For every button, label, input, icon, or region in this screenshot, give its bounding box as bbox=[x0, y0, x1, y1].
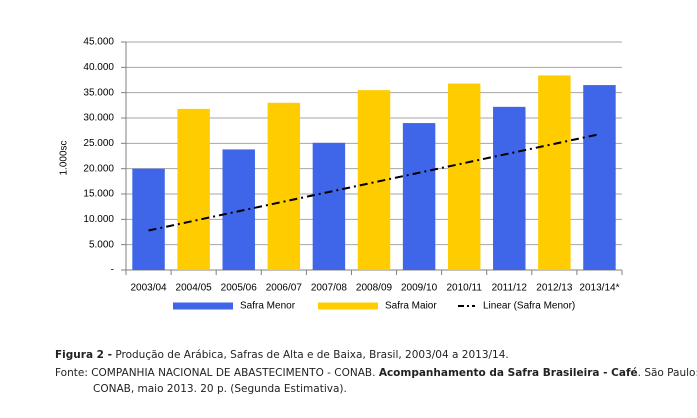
y-tick-label: 5.000 bbox=[89, 239, 114, 250]
caption-text: Produção de Arábica, Safras de Alta e de… bbox=[115, 349, 509, 361]
trend-line bbox=[148, 133, 600, 232]
bar bbox=[447, 83, 481, 271]
x-tick-label: 2004/05 bbox=[176, 283, 213, 294]
bar bbox=[132, 168, 165, 270]
chart: 1.000sc - 5.000 10.000 15.000 20.000 25.000 30… bbox=[59, 37, 623, 312]
x-tick-label: 2011/12 bbox=[492, 283, 528, 294]
x-tick-label: 2005/06 bbox=[221, 283, 258, 294]
caption-label: Figura 2 - bbox=[55, 349, 113, 361]
source-cont: CONAB, maio 2013. 20 p. (Segunda Estimat… bbox=[93, 383, 347, 395]
source-label: Fonte: bbox=[55, 367, 88, 379]
x-tick-label: 2003/04 bbox=[130, 283, 167, 294]
bar bbox=[357, 90, 391, 270]
legend-label: Safra Menor bbox=[240, 301, 296, 312]
legend-label: Linear (Safra Menor) bbox=[483, 301, 575, 312]
x-tick-label: 2010/11 bbox=[446, 283, 482, 294]
source: Fonte: COMPANHIA NACIONAL DE ABASTECIMEN… bbox=[55, 367, 697, 379]
y-tick-label: 30.000 bbox=[83, 113, 114, 124]
y-tick-label: 45.000 bbox=[83, 37, 114, 48]
y-tick-label: 10.000 bbox=[83, 214, 114, 225]
source-text: COMPANHIA NACIONAL DE ABASTECIMENTO - CO… bbox=[91, 367, 376, 379]
bar bbox=[312, 142, 346, 270]
bar bbox=[493, 106, 526, 270]
source-text: . São Paulo: bbox=[637, 367, 697, 379]
source-text: CONAB, maio 2013. 20 p. (Segunda Estimat… bbox=[93, 383, 347, 395]
bar bbox=[267, 102, 301, 270]
legend-label: Safra Maior bbox=[385, 301, 437, 312]
x-tick-label: 2012/13 bbox=[536, 283, 573, 294]
bar bbox=[177, 108, 210, 270]
caption: Figura 2 - Produção de Arábica, Safras d… bbox=[55, 349, 509, 361]
y-axis-label: 1.000sc bbox=[59, 140, 70, 175]
bar bbox=[583, 85, 616, 270]
legend-swatch bbox=[173, 302, 233, 310]
x-tick-label: 2009/10 bbox=[401, 283, 438, 294]
y-tick-label: 35.000 bbox=[83, 87, 114, 98]
y-tick-label: 20.000 bbox=[83, 163, 114, 174]
x-tick-label: 2013/14* bbox=[579, 283, 619, 294]
bar bbox=[402, 123, 436, 270]
y-tick-label: 25.000 bbox=[83, 138, 114, 149]
source-title: Acompanhamento da Safra Brasileira - Caf… bbox=[378, 367, 638, 379]
x-tick-label: 2007/08 bbox=[311, 283, 348, 294]
bar bbox=[538, 75, 571, 270]
legend-swatch bbox=[318, 302, 378, 310]
y-tick-label: 40.000 bbox=[83, 62, 114, 73]
y-tick-label: - bbox=[111, 265, 114, 276]
x-tick-label: 2008/09 bbox=[356, 283, 393, 294]
x-tick-label: 2006/07 bbox=[266, 283, 303, 294]
y-tick-label: 15.000 bbox=[83, 189, 114, 200]
